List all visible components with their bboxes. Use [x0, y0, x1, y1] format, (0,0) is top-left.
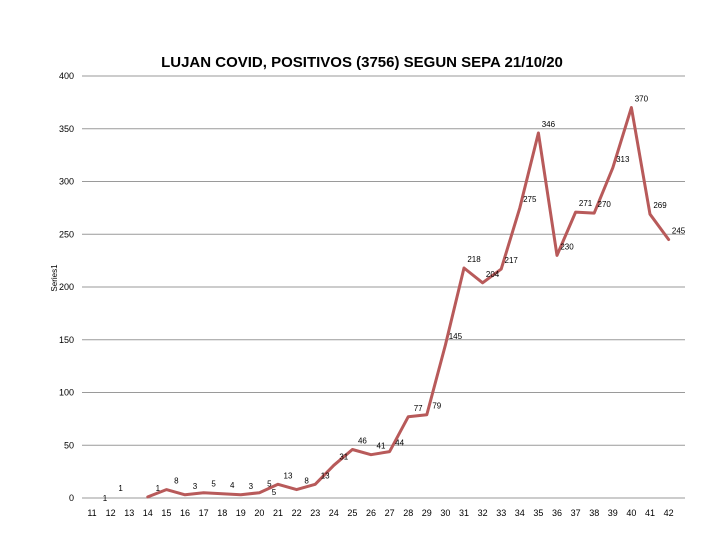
x-tick-17: 17	[199, 508, 209, 518]
x-tick-13: 13	[124, 508, 134, 518]
data-label-28: 77	[414, 404, 423, 413]
x-tick-42: 42	[664, 508, 674, 518]
x-tick-28: 28	[403, 508, 413, 518]
x-tick-38: 38	[589, 508, 599, 518]
x-tick-24: 24	[329, 508, 339, 518]
y-tick-labels: 0 50 100 150 200 250 300 350 400	[59, 71, 74, 503]
data-label-16: 3	[193, 482, 198, 491]
x-tick-34: 34	[515, 508, 525, 518]
y-tick-300: 300	[59, 177, 74, 187]
data-label-24: 31	[339, 452, 348, 461]
x-tick-11: 11	[87, 508, 96, 518]
data-label-23: 13	[321, 471, 330, 480]
x-tick-30: 30	[440, 508, 450, 518]
x-tick-31: 31	[459, 508, 469, 518]
x-tick-36: 36	[552, 508, 562, 518]
data-label-19: 3	[249, 482, 254, 491]
data-label-18: 4	[230, 481, 235, 490]
data-label-40: 370	[635, 95, 649, 104]
data-label-30: 145	[449, 332, 463, 341]
data-label-17: 5	[211, 480, 216, 489]
x-tick-25: 25	[347, 508, 357, 518]
x-tick-15: 15	[161, 508, 171, 518]
y-tick-100: 100	[59, 388, 74, 398]
y-tick-400: 400	[59, 71, 74, 81]
y-tick-150: 150	[59, 335, 74, 345]
x-tick-12: 12	[106, 508, 116, 518]
data-label-27: 44	[395, 439, 404, 448]
series-line-segment-1	[146, 106, 671, 499]
x-tick-23: 23	[310, 508, 320, 518]
data-label-34: 275	[523, 195, 537, 204]
data-label-32: 204	[486, 270, 500, 279]
y-tick-350: 350	[59, 124, 74, 134]
chart-title: LUJAN COVID, POSITIVOS (3756) SEGUN SEPA…	[161, 54, 563, 71]
data-label-12: 1	[118, 484, 123, 493]
x-tick-27: 27	[385, 508, 395, 518]
x-tick-39: 39	[608, 508, 618, 518]
x-tick-33: 33	[496, 508, 506, 518]
extra-data-label-0: 1	[103, 494, 108, 503]
y-tick-250: 250	[59, 229, 74, 239]
x-tick-16: 16	[180, 508, 190, 518]
x-tick-32: 32	[478, 508, 488, 518]
y-axis-label: Series1	[50, 264, 59, 292]
data-label-26: 41	[377, 442, 386, 451]
x-tick-40: 40	[626, 508, 636, 518]
x-tick-22: 22	[292, 508, 302, 518]
data-label-22: 8	[304, 477, 309, 486]
x-tick-labels: 11 12 13 14 15 16 17 18 19 20 21 22 23 24 25 26 27 28 29 30…	[87, 508, 673, 518]
data-label-25: 46	[358, 436, 367, 445]
x-tick-14: 14	[143, 508, 153, 518]
data-label-15: 8	[174, 477, 179, 486]
x-tick-20: 20	[254, 508, 264, 518]
y-tick-0: 0	[69, 493, 74, 503]
data-label-31: 218	[467, 255, 481, 264]
x-tick-26: 26	[366, 508, 376, 518]
data-label-37: 271	[579, 199, 593, 208]
data-label-42: 245	[672, 227, 686, 236]
y-tick-200: 200	[59, 282, 74, 292]
data-label-35: 346	[542, 120, 556, 129]
x-tick-29: 29	[422, 508, 432, 518]
data-label-21: 13	[284, 471, 293, 480]
data-label-29: 79	[432, 402, 441, 411]
data-label-14: 1	[156, 484, 161, 493]
data-label-39: 313	[616, 155, 630, 164]
series-line-layer	[146, 106, 671, 499]
data-label-20: 5	[267, 480, 272, 489]
data-label-36: 230	[560, 242, 574, 251]
y-tick-50: 50	[64, 440, 74, 450]
data-label-33: 217	[505, 256, 519, 265]
x-tick-18: 18	[217, 508, 227, 518]
grid-layer	[82, 75, 685, 499]
x-tick-19: 19	[236, 508, 246, 518]
x-tick-35: 35	[533, 508, 543, 518]
x-tick-37: 37	[571, 508, 581, 518]
data-label-41: 269	[653, 201, 667, 210]
data-label-layer: 1 1 8 3 5 4 3 5 13 8 13 31 46 41 44 77 79 145 218 204 217 275…	[103, 95, 686, 503]
extra-data-label-1: 5	[272, 488, 277, 497]
x-tick-41: 41	[645, 508, 655, 518]
x-tick-21: 21	[273, 508, 283, 518]
data-label-38: 270	[598, 200, 612, 209]
